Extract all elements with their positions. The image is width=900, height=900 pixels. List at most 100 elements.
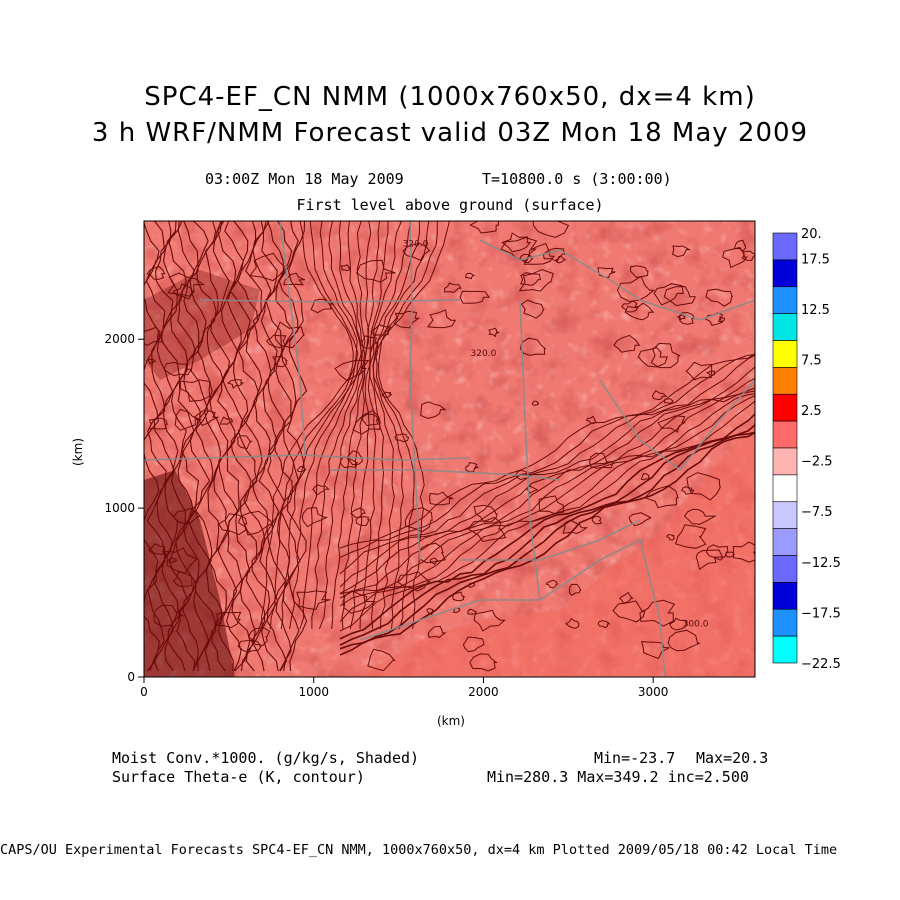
contour-line xyxy=(367,648,396,672)
contour-line xyxy=(394,433,410,443)
contour-line xyxy=(467,516,507,543)
contour-line xyxy=(519,337,547,356)
contour-line xyxy=(340,264,352,272)
contour-line xyxy=(311,221,366,629)
colorbar-tick-label: 17.5 xyxy=(801,252,830,267)
y-tick-label: 2000 xyxy=(104,332,135,346)
contour-line xyxy=(657,415,687,433)
contour-line xyxy=(452,607,461,614)
contour-line xyxy=(650,342,681,369)
contour-line xyxy=(683,508,718,525)
contour-line xyxy=(339,431,755,656)
contour-line xyxy=(666,534,675,541)
contour-value-label: 320.0 xyxy=(403,239,429,249)
contour-line xyxy=(685,361,713,381)
contour-line xyxy=(243,221,266,672)
valid-time-label: 03:00Z Mon 18 May 2009 xyxy=(205,170,404,188)
contour-line xyxy=(161,547,198,574)
contour-line xyxy=(562,519,589,535)
colorbar-tick-label: 7.5 xyxy=(801,353,822,368)
contour-line xyxy=(565,617,580,629)
map-plot-area xyxy=(144,221,755,677)
contour-line xyxy=(429,557,440,565)
colorbar-bin xyxy=(772,582,798,610)
contour-line xyxy=(452,591,466,602)
contour-line xyxy=(339,353,755,549)
contour-line xyxy=(469,653,498,672)
credit-line: CAPS/OU Experimental Forecasts SPC4-EF_C… xyxy=(0,842,838,858)
contour-line xyxy=(664,398,674,404)
contour-line xyxy=(651,390,668,401)
contour-line xyxy=(286,221,308,672)
contour-line xyxy=(443,282,462,293)
colorbar-tick-label: −22.5 xyxy=(801,657,841,672)
colorbar-bin xyxy=(772,286,798,314)
contour-line xyxy=(674,524,707,549)
contour-line xyxy=(341,221,380,630)
contour-line xyxy=(355,516,371,527)
contour-line xyxy=(396,571,431,592)
contour-line xyxy=(644,485,679,509)
x-tick-label: 0 xyxy=(140,685,148,699)
contour-line xyxy=(589,452,614,469)
x-tick-label: 2000 xyxy=(468,685,499,699)
contour-line xyxy=(346,450,364,466)
colorbar-bin xyxy=(772,340,798,368)
contour-line xyxy=(339,387,755,595)
colorbar-tick-label: 2.5 xyxy=(801,404,822,419)
shaded-min-label: Min=-23.7 xyxy=(594,749,676,767)
contour-line xyxy=(188,221,211,672)
contour-line xyxy=(372,221,430,630)
contour-line xyxy=(146,266,166,280)
contour-line xyxy=(585,415,597,425)
contour-line xyxy=(705,370,716,377)
contour-labels: 320.0 300.0 320.0 xyxy=(403,239,709,629)
contour-line xyxy=(173,507,201,525)
contour-line xyxy=(629,265,649,278)
contour-line xyxy=(717,316,726,323)
contour-line xyxy=(214,611,242,629)
contour-line xyxy=(222,221,244,672)
colorbar-tick-label: −17.5 xyxy=(801,606,841,621)
contour-line xyxy=(339,455,358,469)
contour-line xyxy=(426,608,436,615)
contour-line xyxy=(568,583,582,596)
contour-line xyxy=(402,242,431,261)
contour-line xyxy=(500,237,538,262)
colorbar-tick-label: −12.5 xyxy=(801,556,841,571)
contour-line xyxy=(361,413,379,427)
contour-line xyxy=(148,417,168,430)
colorbar-bin xyxy=(772,501,798,529)
contour-line xyxy=(612,600,646,623)
contour-line xyxy=(219,416,234,425)
contour-line xyxy=(733,239,747,252)
contour-line xyxy=(265,334,287,349)
contour-line xyxy=(172,571,193,588)
contour-line xyxy=(375,221,438,630)
colorbar-bin xyxy=(772,259,798,288)
contour-line xyxy=(555,255,567,264)
colorbar-tick-label: −7.5 xyxy=(801,505,833,520)
contour-line xyxy=(676,313,686,321)
contour-line xyxy=(271,356,289,368)
x-tick-label: 3000 xyxy=(638,685,669,699)
contour-line xyxy=(339,366,755,588)
contour-line xyxy=(250,221,272,672)
contour-line xyxy=(473,609,506,632)
colorbar xyxy=(772,232,798,664)
contour-line xyxy=(618,591,634,604)
contour-line xyxy=(339,431,755,650)
contour-line xyxy=(237,435,253,450)
contour-line xyxy=(420,401,447,420)
contour-line xyxy=(174,408,202,431)
contour-line xyxy=(741,250,755,261)
contour-line xyxy=(393,310,421,329)
contour-line xyxy=(473,504,498,523)
contour-line xyxy=(464,272,476,280)
x-tick-label: 1000 xyxy=(298,685,329,699)
contour-line xyxy=(181,221,201,672)
contour-line xyxy=(355,259,396,283)
contour-line xyxy=(459,290,491,304)
contour-line xyxy=(274,221,295,672)
contour-line xyxy=(339,390,755,599)
